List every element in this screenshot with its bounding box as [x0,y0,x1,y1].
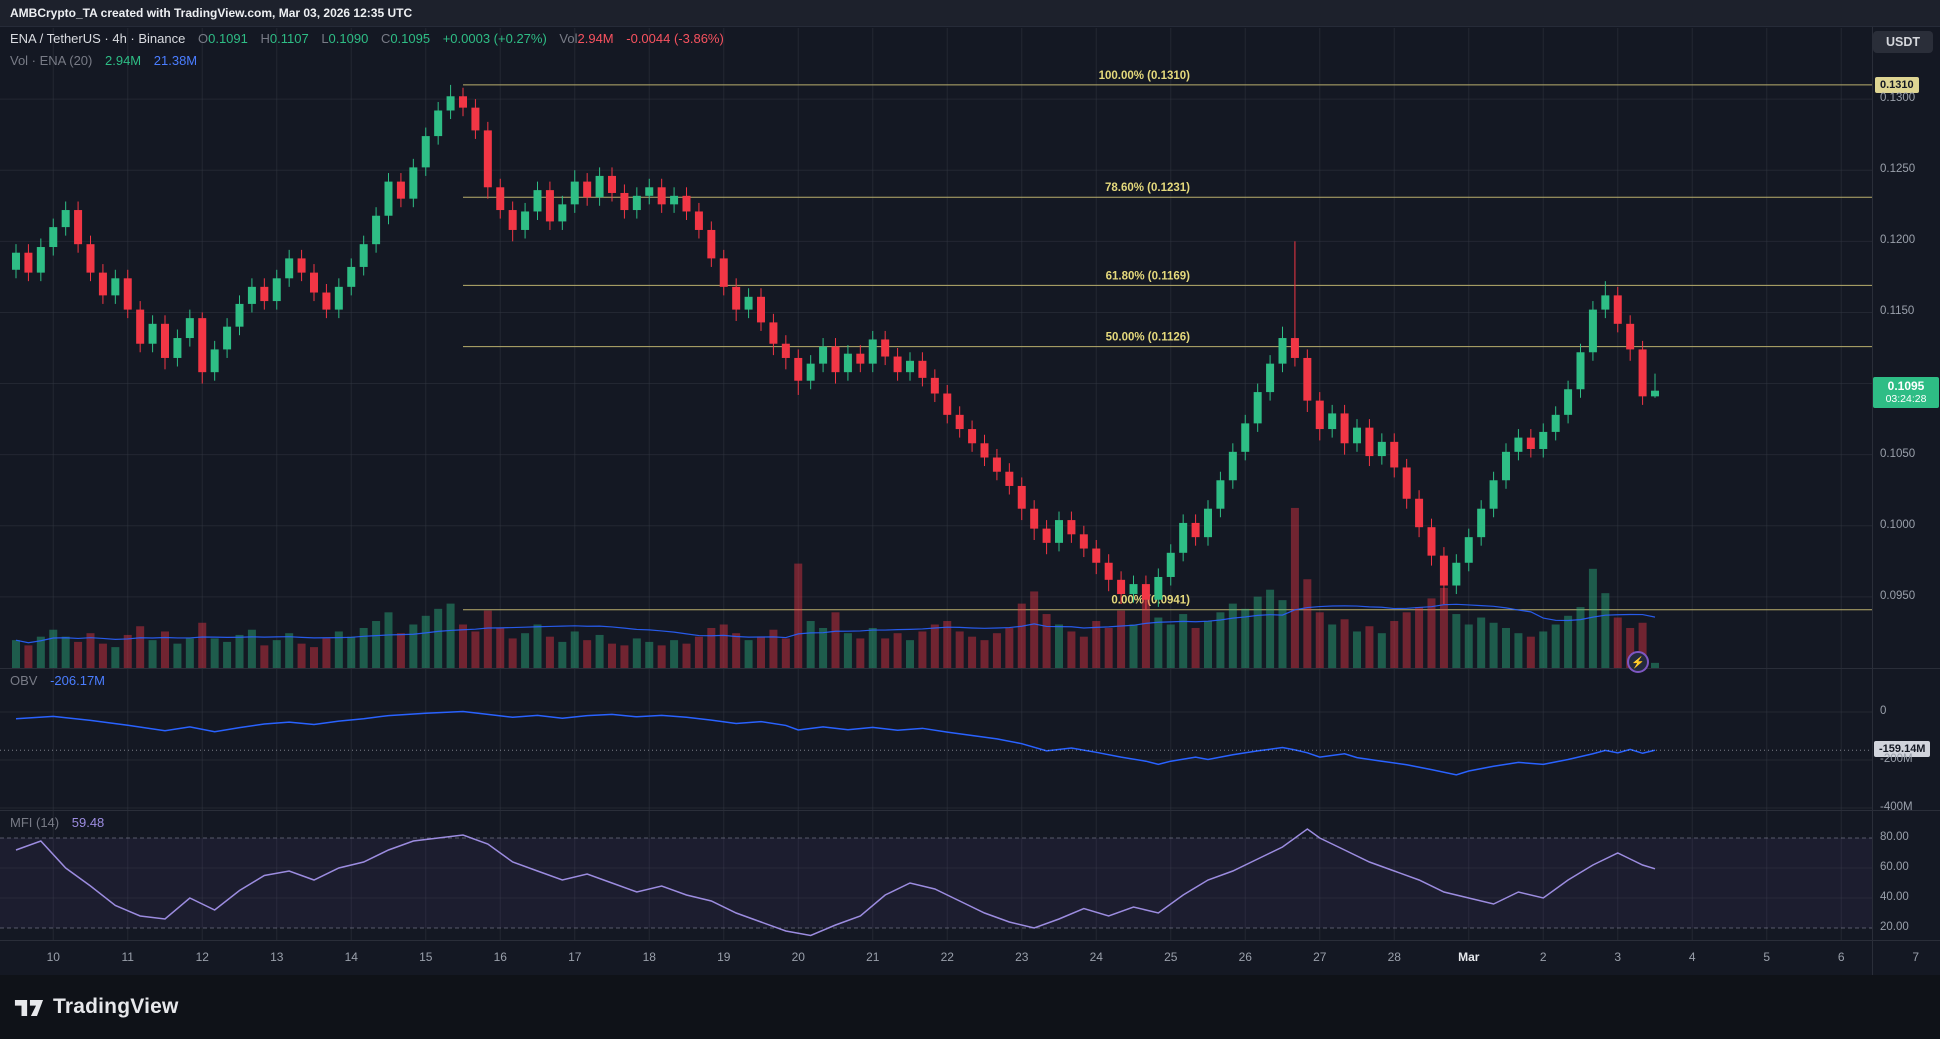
time-axis-label: 16 [493,950,507,964]
time-axis-label: 4 [1688,950,1696,964]
mfi-axis-label: 80.00 [1880,831,1909,843]
price-axis-label: 0.1250 [1880,163,1916,176]
mfi-legend: MFI (14) 59.48 [10,815,104,830]
attribution-text: AMBCrypto_TA created with TradingView.co… [10,6,413,20]
time-axis-label: 21 [866,950,880,964]
symbol-name[interactable]: ENA / TetherUS · 4h · Binance [10,31,186,46]
svg-text:61.80% (0.1169): 61.80% (0.1169) [1106,270,1191,282]
symbol-legend: ENA / TetherUS · 4h · Binance O0.1091 H0… [10,31,724,46]
svg-text:100.00% (0.1310): 100.00% (0.1310) [1099,70,1191,82]
pane-separator-obv[interactable] [0,668,1940,669]
mfi-label[interactable]: MFI (14) [10,815,60,830]
candle-countdown: 03:24:28 [1885,392,1927,405]
open-label: O [197,31,209,46]
svg-text:78.60% (0.1231): 78.60% (0.1231) [1105,182,1190,194]
time-axis-label: 11 [121,950,134,964]
time-axis-label: Mar [1458,950,1480,964]
price-axis-label: 0.1000 [1880,518,1916,531]
vol-value: 2.94M [577,31,614,46]
time-axis-label: 6 [1837,950,1845,964]
time-axis-label: 12 [195,950,209,964]
mfi-axis-label: 20.00 [1880,921,1909,933]
svg-text:50.00% (0.1126): 50.00% (0.1126) [1106,332,1191,344]
close-label: C [380,31,391,46]
time-axis-label: 2 [1539,950,1547,964]
mfi-axis-label: 60.00 [1880,861,1909,873]
pane-separator-mfi[interactable] [0,810,1940,811]
price-axis-label: 0.0950 [1880,589,1916,602]
currency-toggle-button[interactable]: USDT [1872,31,1933,53]
obv-line-axis-badge: -159.14M [1874,741,1931,758]
obv-legend: OBV -206.17M [10,673,105,688]
time-axis-label: 27 [1313,950,1327,964]
price-axis-label: 0.1150 [1880,305,1915,318]
footer-bar: TradingView [0,975,1940,1039]
tradingview-logo-text[interactable]: TradingView [53,995,179,1018]
time-axis-label: 7 [1912,950,1920,964]
vol-change: -0.0044 (-3.86%) [626,31,724,46]
volume-ma: 21.38M [153,53,198,68]
time-axis[interactable]: 10 11 12 13 14 15 16 17 18 19 20 21 22 23 24 25 26 27 28 Ma… [0,940,1940,976]
svg-text:0.00% (0.0941): 0.00% (0.0941) [1111,595,1190,607]
high-value: 0.1107 [269,31,309,46]
time-axis-label: 23 [1015,950,1029,964]
chart-canvas[interactable]: 100.00% (0.1310) 78.60% (0.1231) 61.80% (0… [0,0,1872,940]
price-axis-label: 0.1050 [1880,447,1916,460]
obv-value: -206.17M [50,673,106,688]
time-axis-label: 26 [1238,950,1252,964]
price-change: +0.0003 (+0.27%) [442,31,547,46]
high-label: H [260,31,270,46]
obv-label[interactable]: OBV [10,673,38,688]
time-axis-label: 15 [419,950,433,964]
time-axis-label: 24 [1089,950,1103,964]
mfi-value: 59.48 [71,815,105,830]
price-axis-label: 0.1200 [1880,234,1916,247]
time-axis-label: 25 [1164,950,1178,964]
low-label: L [321,31,329,46]
volume-indicator-label[interactable]: Vol · ENA (20) [10,53,93,68]
attribution-bar: AMBCrypto_TA created with TradingView.co… [0,0,1940,27]
time-axis-label: 14 [344,950,358,964]
current-price-badge: 0.1095 03:24:28 [1873,376,1939,408]
time-axis-label: 13 [270,950,284,964]
obv-axis-label: -200M [1880,753,1913,765]
tradingview-logo-icon[interactable] [14,996,44,1019]
mfi-axis-label: 40.00 [1880,891,1909,903]
obv-axis-label: -400M [1880,801,1913,813]
low-value: 0.1090 [328,31,369,46]
time-axis-label: 5 [1763,950,1771,964]
volume-current: 2.94M [105,53,142,68]
obv-axis-label: 0 [1880,705,1887,717]
time-axis-label: 19 [717,950,731,964]
time-axis-label: 28 [1387,950,1401,964]
flash-icon[interactable]: ⚡ [1627,651,1649,673]
time-axis-label: 17 [568,950,582,964]
vol-label: Vol [559,31,578,46]
fib-level-axis-badge: 0.1310 [1875,76,1919,93]
time-axis-label: 10 [46,950,60,964]
volume-indicator-legend: Vol · ENA (20) 2.94M 21.38M [10,53,197,68]
time-axis-label: 20 [791,950,805,964]
time-axis-label: 3 [1614,950,1622,964]
current-price: 0.1095 [1887,378,1925,393]
open-value: 0.1091 [208,31,248,46]
time-axis-label: 22 [940,950,954,964]
price-axis[interactable]: 0.1310 0.1095 03:24:28 -159.14M 0.1300 0.… [1872,0,1940,975]
time-axis-label: 18 [642,950,656,964]
price-axis-label: 0.1300 [1880,92,1916,105]
close-value: 0.1095 [390,31,431,46]
